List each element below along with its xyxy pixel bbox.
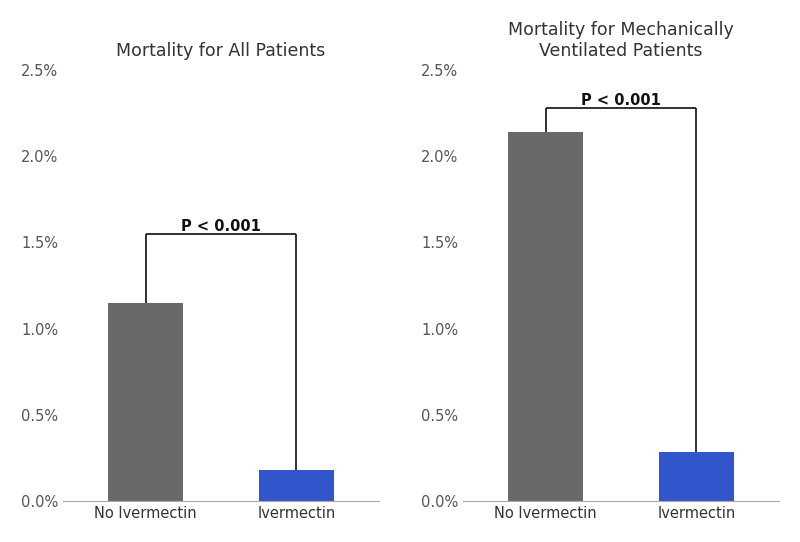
Bar	[508, 132, 583, 501]
Bar	[658, 452, 734, 501]
Bar	[258, 470, 334, 501]
Title: Mortality for All Patients: Mortality for All Patients	[117, 42, 326, 60]
Text: P < 0.001: P < 0.001	[581, 93, 661, 107]
Title: Mortality for Mechanically
Ventilated Patients: Mortality for Mechanically Ventilated Pa…	[508, 21, 734, 60]
Bar	[108, 303, 183, 501]
Text: P < 0.001: P < 0.001	[181, 220, 261, 235]
